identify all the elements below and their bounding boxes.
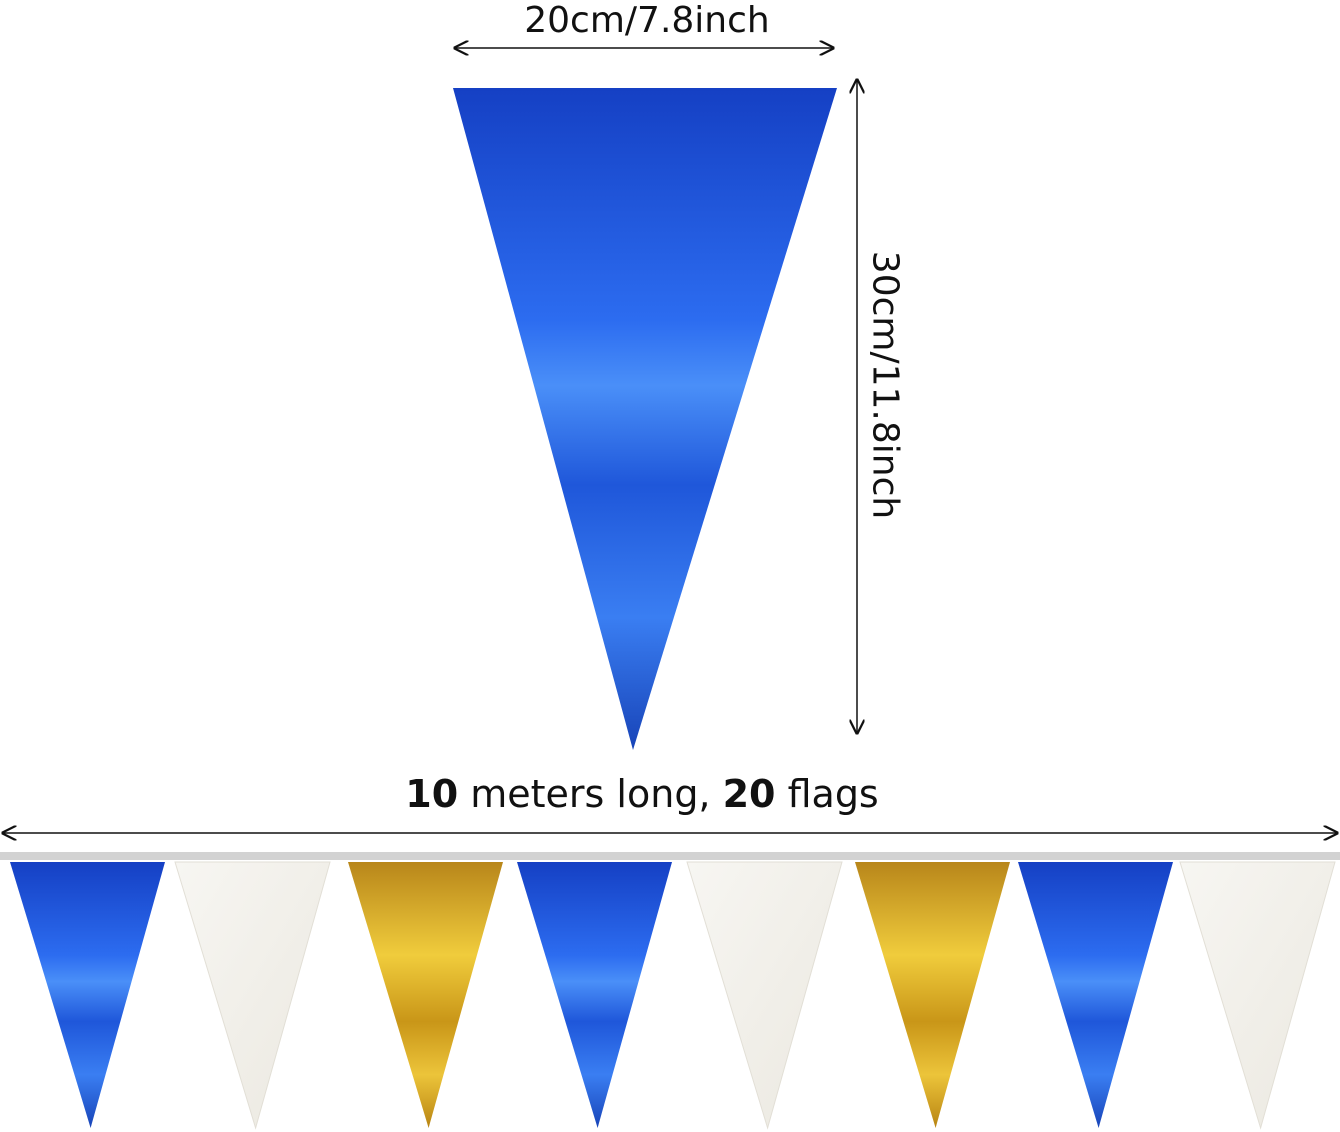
banner-flag-gold — [855, 862, 1010, 1128]
banner-flag-white — [686, 861, 843, 1130]
banner-flag-blue — [1018, 862, 1173, 1128]
length-number: 10 — [405, 772, 459, 816]
banner-flag-blue — [517, 862, 672, 1128]
flags-text: flags — [787, 772, 879, 816]
length-text: meters long, — [470, 772, 711, 816]
banner-string — [0, 852, 1340, 860]
banner-length-label: 10 meters long, 20 flags — [0, 772, 1284, 816]
banner-flag-blue — [10, 862, 165, 1128]
flags-number: 20 — [722, 772, 776, 816]
large-blue-flag — [453, 88, 837, 750]
banner-flag-white — [1179, 861, 1336, 1130]
banner-flag-white — [174, 861, 331, 1130]
flag-row — [10, 861, 1336, 1130]
banner-flag-gold — [348, 862, 503, 1128]
height-label: 30cm/11.8inch — [864, 250, 906, 520]
width-label: 20cm/7.8inch — [524, 0, 770, 41]
